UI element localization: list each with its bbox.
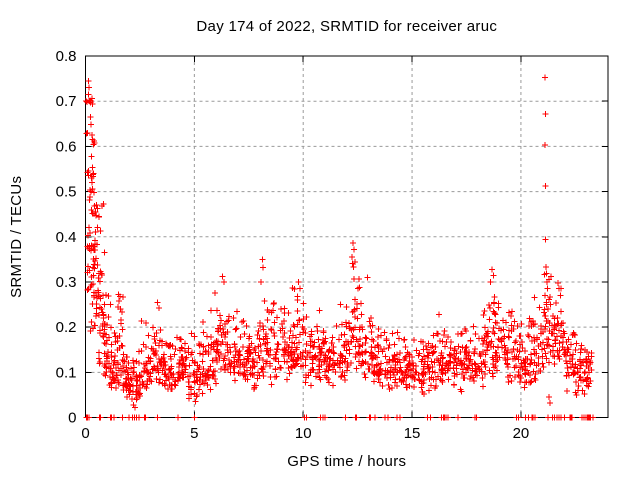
y-tick-label: 0.2 (56, 319, 77, 336)
y-axis-title: SRMTID / TECUs (8, 176, 25, 298)
x-axis-title: GPS time / hours (287, 453, 406, 470)
scatter-points (83, 74, 596, 421)
y-tick-label: 0.4 (56, 229, 77, 246)
y-tick-labels: 0 0.1 0.2 0.3 0.4 0.5 0.6 0.7 0.8 (56, 48, 77, 427)
y-tick-label: 0.7 (56, 93, 77, 110)
x-tick-label: 20 (513, 425, 530, 442)
y-tick-label: 0.3 (56, 274, 77, 291)
chart-title: Day 174 of 2022, SRMTID for receiver aru… (196, 18, 497, 35)
y-tick-label: 0 (68, 410, 76, 427)
x-tick-label: 0 (81, 425, 89, 442)
y-tick-label: 0.5 (56, 184, 77, 201)
y-tick-label: 0.8 (56, 48, 77, 65)
x-tick-label: 15 (404, 425, 421, 442)
y-tick-label: 0.6 (56, 138, 77, 155)
x-tick-label: 5 (190, 425, 198, 442)
x-tick-labels: 0 5 10 15 20 (81, 425, 529, 442)
x-tick-label: 10 (295, 425, 312, 442)
y-tick-label: 0.1 (56, 364, 77, 381)
